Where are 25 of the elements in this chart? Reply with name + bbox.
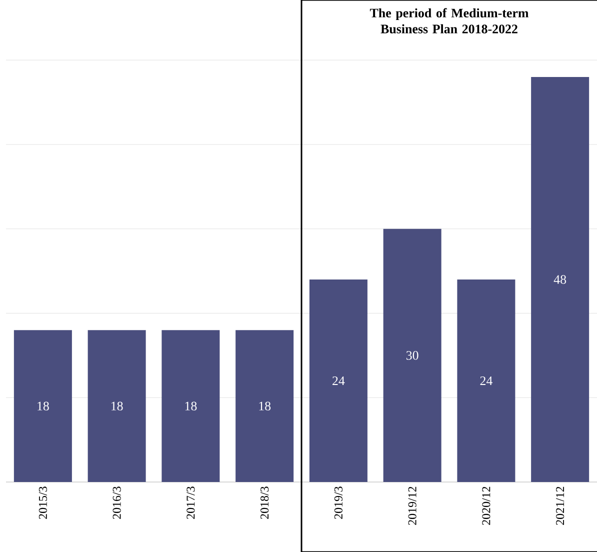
x-tick-label: 2016/3 bbox=[112, 486, 121, 519]
x-tick-label: 2015/3 bbox=[38, 486, 47, 519]
x-tick-label: 2020/12 bbox=[482, 486, 490, 525]
x-tick-label: 2017/3 bbox=[186, 486, 195, 519]
data-label: 18 bbox=[185, 402, 197, 410]
x-tick-label: 2019/3 bbox=[334, 486, 342, 519]
bar bbox=[162, 330, 220, 482]
data-label: 18 bbox=[259, 402, 271, 410]
bar bbox=[14, 330, 72, 482]
data-label: 18 bbox=[111, 402, 123, 410]
bar bbox=[457, 279, 516, 482]
data-label: 48 bbox=[554, 275, 566, 284]
data-label: 30 bbox=[406, 351, 418, 360]
x-tick-label: 2019/12 bbox=[408, 486, 416, 525]
bar bbox=[236, 330, 294, 482]
text: The period of Medium-term Business Plan 2018-2022 bbox=[370, 8, 529, 34]
data-label: 24 bbox=[480, 376, 492, 386]
bar bbox=[531, 76, 590, 482]
x-tick-label: 2021/12 bbox=[556, 486, 564, 525]
bar bbox=[88, 330, 146, 482]
data-label: 18 bbox=[38, 402, 49, 410]
x-tick-label: 2018/3 bbox=[260, 486, 269, 519]
data-label: 24 bbox=[332, 376, 345, 386]
bar bbox=[383, 228, 442, 482]
bar bbox=[309, 279, 368, 482]
